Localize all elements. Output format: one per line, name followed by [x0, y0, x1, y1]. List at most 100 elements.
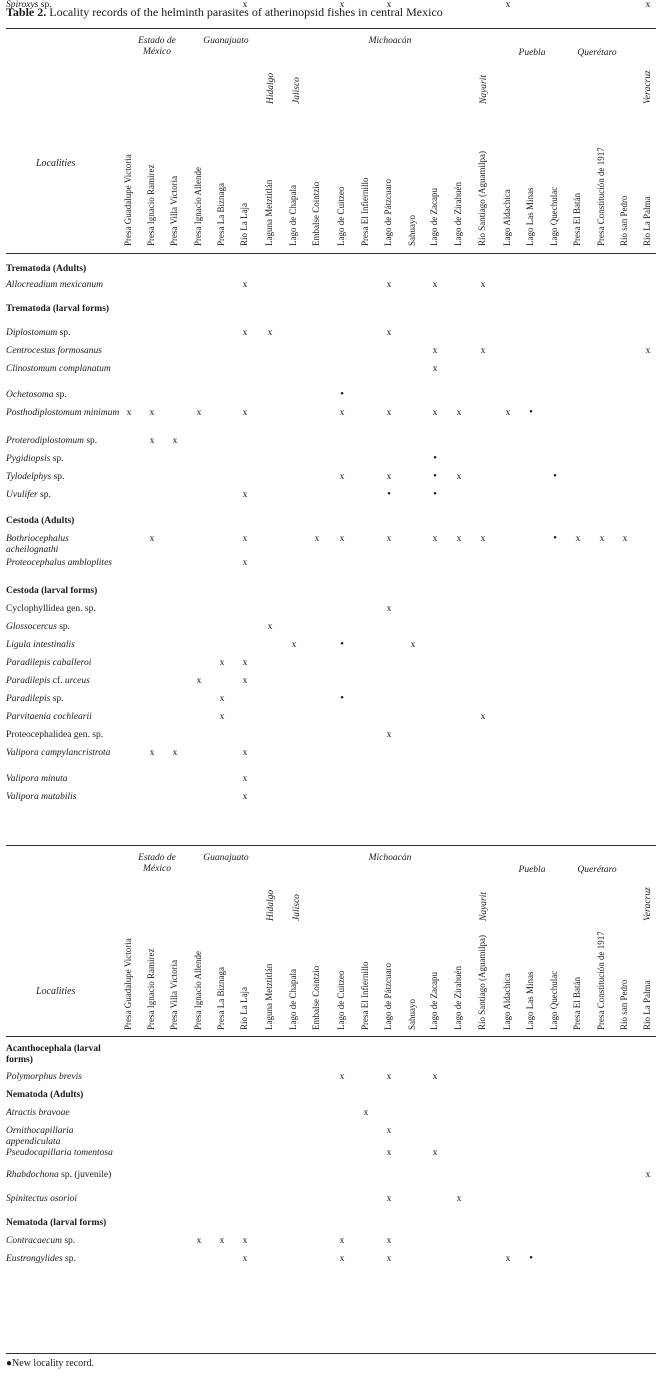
species-name-italic: Ochetosoma	[6, 390, 54, 400]
species-name: Glossocercus sp.	[6, 622, 122, 633]
presence-mark: x	[363, 1108, 369, 1118]
species-name-plain: sp.	[53, 390, 67, 400]
species-name-italic: Valipora minuta	[6, 774, 68, 784]
column-header: Lago de Zirahuén	[453, 182, 463, 246]
header-rule-1	[6, 253, 656, 254]
state-name-pue: Puebla	[518, 865, 546, 875]
new-record-dot: •	[553, 532, 557, 544]
species-name-italic: Posthodiplostomum minimum	[6, 408, 120, 418]
species-name-italic: Pseudocapillaria tomentosa	[6, 1148, 113, 1158]
presence-mark: x	[149, 748, 155, 758]
presence-mark: x	[242, 748, 248, 758]
species-name: Paradilepis cf. urceus	[6, 676, 122, 687]
species-name-italic: Paradilepis	[6, 694, 51, 704]
species-name-italic: Allocreadium mexicanum	[6, 280, 103, 290]
column-header: Presa Constitución de 1917	[596, 147, 606, 246]
column-header: Lago de Cuitzeo	[336, 970, 346, 1030]
state-label-nay: Nayarit	[479, 74, 489, 104]
state-name-edomex: Estado de	[138, 853, 176, 863]
state-name-edomex-line2: México	[143, 864, 171, 874]
species-name-plain: sp.	[61, 1236, 76, 1246]
column-header: Presa Ignacio Allende	[193, 167, 203, 246]
state-name-mich: Michoacán	[368, 36, 412, 46]
species-name-plain: sp.	[38, 0, 52, 10]
localities-label: Localities	[36, 158, 76, 169]
presence-mark: x	[456, 408, 462, 418]
presence-mark: x	[456, 472, 462, 482]
presence-mark: x	[172, 436, 178, 446]
species-name: Contracaecum sp.	[6, 1236, 122, 1247]
state-label-edomex: Estado de México	[128, 853, 186, 875]
species-name-italic: Rhabdochona	[6, 1170, 59, 1180]
column-header: Presa Guadalupe Victoria	[123, 938, 133, 1030]
species-name: Paradilepis sp.	[6, 694, 122, 705]
state-label-nay: Nayarit	[479, 891, 489, 921]
column-header: Presa El Infiernillo	[360, 961, 370, 1030]
column-header: Sahuayo	[407, 215, 417, 246]
presence-mark: x	[242, 280, 248, 290]
presence-mark: x	[410, 640, 416, 650]
presence-mark: x	[219, 658, 225, 668]
column-header: Río La Palma	[642, 980, 652, 1031]
presence-mark: x	[386, 730, 392, 740]
presence-mark: x	[267, 622, 273, 632]
species-name-plain: sp.	[83, 436, 98, 446]
state-label-hgo: Hidalgo	[266, 72, 276, 104]
state-name-mich: Michoacán	[368, 853, 412, 863]
top-rule-1	[6, 28, 656, 29]
species-name: Ornithocapillaria appendiculata	[6, 1126, 122, 1148]
presence-mark: x	[219, 694, 225, 704]
column-header: Laguna Metztitlán	[264, 963, 274, 1030]
species-name-plain: sp.	[56, 622, 71, 632]
state-label-ver: Veracruz	[643, 70, 653, 104]
presence-mark: x	[645, 1170, 651, 1180]
presence-mark: x	[242, 558, 248, 568]
new-record-dot: •	[340, 638, 344, 650]
column-header: Río La Laja	[239, 203, 249, 246]
species-name-italic: Proterodiplostomum	[6, 436, 84, 446]
new-record-dot: •	[387, 488, 391, 500]
species-name: Centrocestus formosanus	[6, 346, 122, 357]
presence-mark: x	[386, 1236, 392, 1246]
column-header: Presa Villa Victoria	[169, 959, 179, 1030]
column-header: Lago de Pátzcuaro	[383, 179, 393, 246]
presence-mark: x	[339, 408, 345, 418]
species-name: Proteocephalus ambloplites	[6, 558, 122, 569]
presence-mark: x	[242, 658, 248, 668]
species-name-italic: Atractis bravoae	[6, 1108, 70, 1118]
state-label-gto: Guanajuato	[196, 853, 256, 864]
state-name-pue: Puebla	[518, 48, 546, 58]
column-header: Río La Palma	[642, 196, 652, 247]
species-name-italic: Ornithocapillaria appendiculata	[6, 1126, 74, 1147]
column-header: Lago Quechulac	[549, 970, 559, 1030]
species-name: Clinostomum complanatum	[6, 364, 122, 375]
column-header: Lago Aldachica	[502, 189, 512, 246]
presence-mark: x	[196, 408, 202, 418]
column-header: Lago de Chapala	[288, 185, 298, 246]
presence-mark: x	[242, 1254, 248, 1264]
column-header: Lago de Pátzcuaro	[383, 963, 393, 1030]
column-header: Río san Pedro	[619, 195, 629, 247]
state-name-gto: Guanajuato	[203, 36, 249, 46]
presence-mark: x	[599, 534, 605, 544]
column-header: Río san Pedro	[619, 979, 629, 1031]
state-name-edomex-line2: México	[143, 47, 171, 57]
species-name: Cyclophyllidea gen. sp.	[6, 604, 122, 615]
presence-mark: x	[505, 408, 511, 418]
species-name-plain: Proteocephalidea gen. sp.	[6, 730, 104, 740]
species-name: Bothriocephalus acheilognathi	[6, 534, 122, 556]
new-record-dot: •	[553, 470, 557, 482]
species-name-italic: Centrocestus formosanus	[6, 346, 102, 356]
species-name: Valipora campylancristrota	[6, 748, 122, 759]
species-name-italic: Paradilepis caballeroi	[6, 658, 92, 668]
presence-mark: x	[480, 712, 486, 722]
species-name: Allocreadium mexicanum	[6, 280, 122, 291]
species-name-italic: Contracaecum	[6, 1236, 62, 1246]
species-name: Uvulifer sp.	[6, 490, 122, 501]
species-name-plain: sp.	[50, 694, 64, 704]
species-name: Proteocephalidea gen. sp.	[6, 730, 122, 741]
bottom-rule	[6, 1353, 656, 1354]
species-name-italic: Uvulifer	[6, 490, 38, 500]
species-name-italic: Pygidiopsis	[6, 454, 51, 464]
presence-mark: x	[242, 676, 248, 686]
